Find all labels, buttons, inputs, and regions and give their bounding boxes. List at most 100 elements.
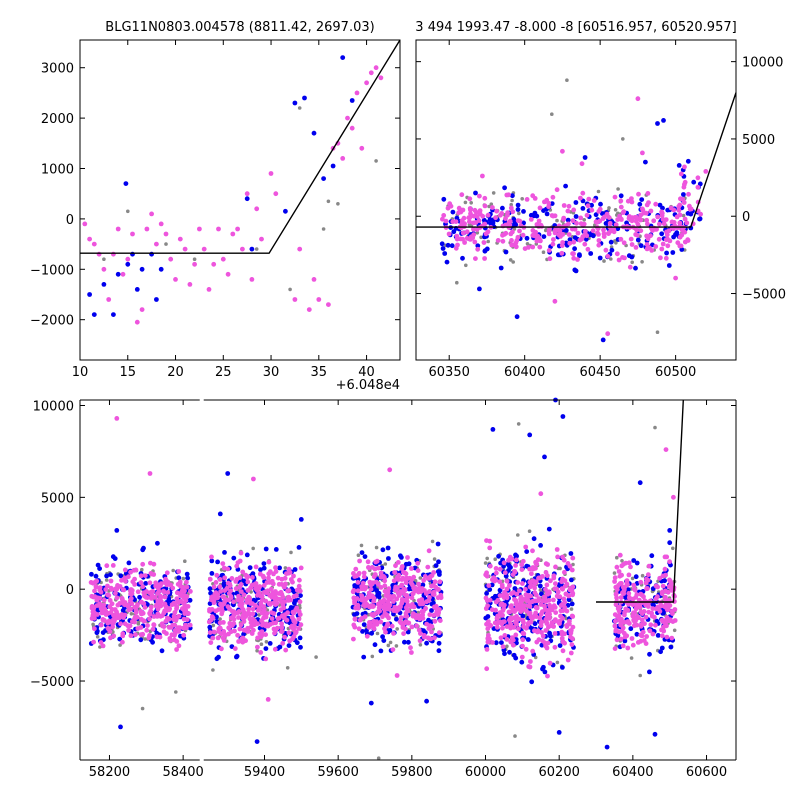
data-point — [666, 263, 672, 268]
data-point — [659, 231, 665, 237]
data-point — [493, 640, 499, 646]
data-point — [125, 602, 131, 608]
data-point — [150, 626, 156, 632]
data-point — [636, 191, 641, 197]
data-point — [585, 246, 591, 252]
data-point — [283, 647, 289, 653]
data-point — [663, 594, 668, 600]
data-point — [686, 191, 691, 197]
data-point — [207, 586, 213, 592]
data-point — [548, 578, 553, 584]
data-point — [356, 626, 362, 632]
data-point — [663, 588, 668, 594]
data-point — [297, 577, 302, 583]
data-point — [364, 80, 369, 86]
x-tick-label: 25 — [215, 365, 232, 380]
data-point — [352, 624, 358, 630]
data-point — [250, 611, 256, 617]
data-point — [163, 618, 169, 624]
data-point — [277, 565, 282, 571]
data-point — [645, 191, 651, 196]
y-tick-label: 10000 — [742, 56, 783, 71]
data-point — [208, 590, 214, 596]
data-point — [664, 232, 670, 238]
data-point — [209, 571, 215, 576]
data-point — [511, 590, 516, 595]
y-tick-label: 1000 — [41, 163, 74, 178]
data-point — [207, 608, 212, 614]
data-point — [494, 624, 500, 630]
data-point — [606, 215, 612, 221]
data-point — [135, 602, 140, 607]
data-point — [405, 555, 410, 560]
data-point — [261, 561, 267, 566]
data-point — [489, 202, 494, 206]
data-point — [638, 228, 644, 234]
data-point — [254, 739, 260, 744]
data-point — [515, 218, 521, 224]
data-point — [515, 207, 521, 212]
data-point — [236, 639, 242, 644]
data-point — [104, 578, 109, 582]
data-point — [525, 637, 531, 642]
data-point — [241, 578, 247, 584]
data-point — [285, 666, 290, 670]
data-point — [530, 548, 535, 554]
data-point — [528, 593, 533, 599]
x-tick-label: 59400 — [244, 765, 285, 780]
data-point — [375, 631, 380, 636]
data-point — [571, 207, 577, 213]
data-point — [216, 654, 221, 660]
data-point — [640, 573, 645, 578]
data-point — [398, 615, 404, 621]
data-point — [220, 608, 225, 614]
data-point — [523, 544, 529, 550]
data-point — [530, 648, 536, 654]
top-left-points — [82, 55, 384, 325]
data-point — [652, 614, 657, 620]
data-point — [614, 595, 619, 601]
data-point — [151, 614, 157, 619]
data-point — [507, 554, 513, 560]
data-point — [582, 241, 588, 247]
data-point — [629, 656, 634, 660]
data-point — [544, 608, 550, 613]
data-point — [254, 247, 259, 251]
data-point — [187, 282, 193, 287]
data-point — [662, 554, 668, 560]
data-point — [369, 612, 375, 617]
data-point — [211, 623, 216, 628]
data-point — [619, 581, 624, 586]
data-point — [91, 241, 97, 247]
top-right-title: 3 494 1993.47 -8.000 -8 [60516.957, 6052… — [415, 20, 736, 35]
data-point — [546, 248, 552, 253]
data-point — [93, 573, 99, 579]
data-point — [139, 599, 144, 605]
data-point — [509, 603, 514, 608]
data-point — [412, 585, 418, 591]
data-point — [404, 619, 410, 625]
data-point — [158, 613, 164, 619]
data-point — [482, 203, 488, 209]
data-point — [672, 628, 677, 633]
data-point — [537, 575, 543, 581]
data-point — [605, 331, 611, 337]
data-point — [155, 590, 160, 596]
data-point — [229, 622, 235, 628]
data-point — [421, 578, 427, 583]
data-point — [536, 218, 542, 224]
data-point — [415, 560, 421, 566]
data-point — [147, 580, 153, 586]
data-point — [259, 598, 265, 603]
data-point — [429, 608, 434, 613]
data-point — [487, 563, 493, 569]
data-point — [565, 78, 569, 82]
data-point — [475, 246, 481, 252]
data-point — [219, 604, 225, 609]
data-point — [639, 197, 645, 203]
data-point — [612, 575, 618, 581]
data-point — [245, 579, 251, 585]
data-point — [220, 635, 226, 641]
data-point — [106, 593, 112, 598]
x-tick-label: 40 — [358, 365, 375, 380]
